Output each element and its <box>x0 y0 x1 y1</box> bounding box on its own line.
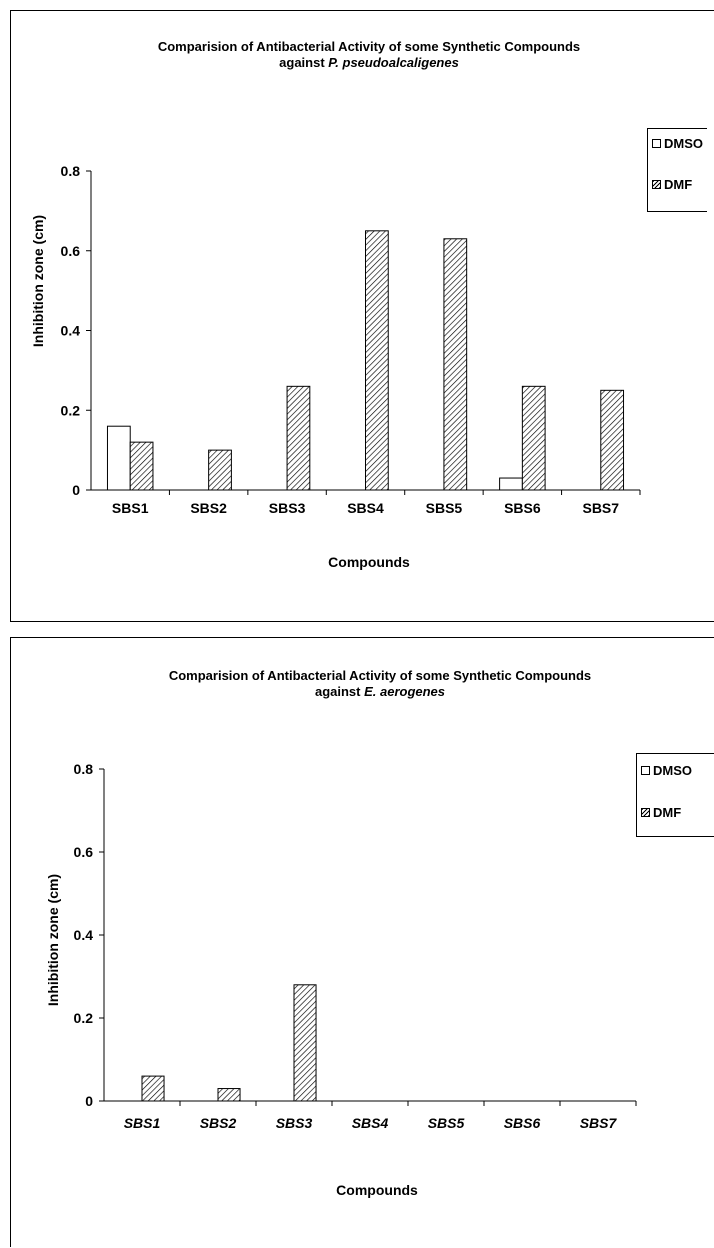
y-tick-label: 0.2 <box>61 402 81 418</box>
bar-dmf-sbs2 <box>217 1088 241 1102</box>
y-tick-label: 0 <box>72 482 80 498</box>
bar-dmf-sbs7 <box>600 389 625 491</box>
chart-panel-2: Comparision of Antibacterial Activity of… <box>10 637 714 1247</box>
y-axis-label: Inhibition zone (cm) <box>30 215 46 347</box>
x-tick-label: SBS2 <box>200 1115 237 1131</box>
bar-dmf-sbs2 <box>208 449 232 491</box>
legend-label-dmf: DMF <box>664 176 693 192</box>
y-tick-label: 0.4 <box>61 323 81 339</box>
legend-item-dmf: DMF <box>652 176 693 192</box>
bar-dmf-sbs3 <box>293 984 317 1102</box>
bar-dmf-sbs5 <box>443 238 468 491</box>
y-tick-label: 0.6 <box>74 844 94 860</box>
legend-item-dmso: DMSO <box>652 135 703 151</box>
chart-panel-1: Comparision of Antibacterial Activity of… <box>10 10 714 622</box>
bar-dmso-sbs6 <box>499 477 523 491</box>
x-axis-label: Compounds <box>328 554 410 570</box>
bar-dmso-sbs1 <box>106 425 131 491</box>
x-tick-label: SBS5 <box>426 500 463 516</box>
chart-title-line2: against E. aerogenes <box>315 684 445 699</box>
x-tick-label: SBS7 <box>580 1115 618 1131</box>
y-axis-label: Inhibition zone (cm) <box>45 874 61 1006</box>
legend-item-dmso: DMSO <box>641 762 692 778</box>
x-tick-label: SBS3 <box>269 500 306 516</box>
chart-title-line1: Comparision of Antibacterial Activity of… <box>169 668 591 683</box>
chart-title-line2: against P. pseudoalcaligenes <box>279 55 459 70</box>
chart-title-line1: Comparision of Antibacterial Activity of… <box>158 39 580 54</box>
x-tick-label: SBS3 <box>276 1115 313 1131</box>
legend-label-dmso: DMSO <box>664 135 703 151</box>
bar-dmf-sbs4 <box>365 230 389 491</box>
y-tick-label: 0.4 <box>74 927 94 943</box>
x-tick-label: SBS7 <box>582 500 619 516</box>
y-tick-label: 0.8 <box>74 761 94 777</box>
legend-item-dmf: DMF <box>641 804 682 820</box>
bar-dmf-sbs1 <box>129 441 154 491</box>
legend-swatch-dmso <box>652 138 661 148</box>
bar-dmf-sbs6 <box>521 385 546 491</box>
legend-swatch-dmf <box>652 179 661 189</box>
chart-svg-1: Comparision of Antibacterial Activity of… <box>30 39 641 570</box>
x-tick-label: SBS1 <box>124 1115 161 1131</box>
legend: DMSO DMF <box>636 753 714 837</box>
x-tick-label: SBS2 <box>190 500 227 516</box>
bar-dmf-sbs3 <box>286 385 311 491</box>
x-tick-label: SBS6 <box>504 500 541 516</box>
legend-swatch-dmf <box>641 807 650 817</box>
x-tick-label: SBS4 <box>352 1115 389 1131</box>
legend-label-dmso: DMSO <box>653 762 692 778</box>
legend-label-dmf: DMF <box>653 804 682 820</box>
x-tick-label: SBS4 <box>347 500 384 516</box>
chart-svg-2: Comparision of Antibacterial Activity of… <box>45 668 637 1198</box>
y-tick-label: 0.6 <box>61 243 81 259</box>
legend: DMSO DMF <box>647 128 707 212</box>
x-axis-label: Compounds <box>336 1182 418 1198</box>
x-tick-label: SBS6 <box>504 1115 541 1131</box>
x-tick-label: SBS5 <box>428 1115 465 1131</box>
legend-swatch-dmso <box>641 765 650 775</box>
y-tick-label: 0.2 <box>74 1010 94 1026</box>
y-tick-label: 0.8 <box>61 163 81 179</box>
bar-dmf-sbs1 <box>141 1075 165 1102</box>
x-tick-label: SBS1 <box>112 500 149 516</box>
y-tick-label: 0 <box>85 1093 93 1109</box>
